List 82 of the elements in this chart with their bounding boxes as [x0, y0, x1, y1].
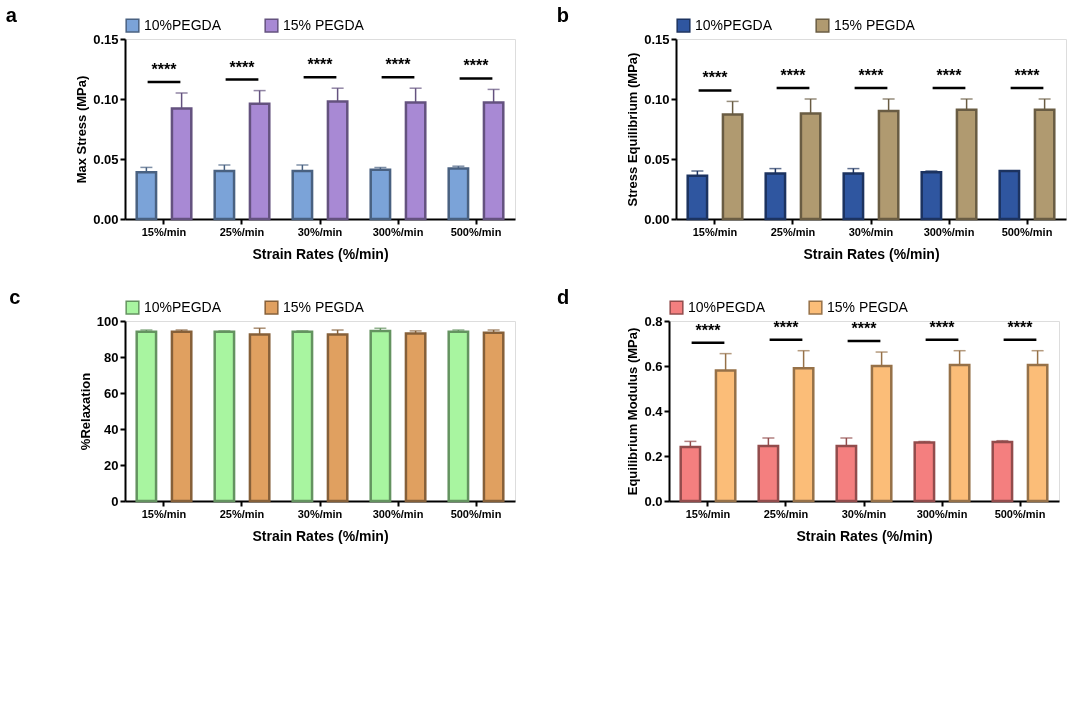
x-axis-title: Strain Rates (%/min) — [252, 245, 389, 262]
annotation: **** — [151, 61, 178, 78]
legend-label: 15% PEGDA — [283, 16, 365, 33]
x-tick-label: 500%/min — [994, 507, 1046, 520]
bar — [991, 440, 1014, 503]
annotation: **** — [702, 69, 729, 87]
annotation: **** — [463, 57, 490, 75]
annotation: **** — [307, 56, 334, 74]
x-tick-label: 30%/min — [848, 225, 894, 238]
x-tick-label: 300%/min — [923, 225, 975, 238]
x-tick-label: 15%/min — [692, 225, 738, 238]
legend-label: 10%PEGDA — [695, 16, 773, 33]
legend-label: 15% PEGDA — [834, 16, 916, 33]
annotation: **** — [936, 67, 963, 84]
bar — [369, 168, 392, 221]
annotation: **** — [851, 320, 878, 338]
x-tick-label: 30%/min — [297, 225, 343, 238]
annotation: **** — [385, 56, 412, 74]
chart-title: b — [556, 4, 569, 26]
y-tick-label: 20 — [104, 457, 119, 473]
x-tick-label: 30%/min — [841, 507, 887, 520]
x-tick-label: 300%/min — [372, 507, 424, 520]
legend-label: 15% PEGDA — [283, 298, 365, 315]
bar — [920, 170, 943, 221]
x-axis-title: Strain Rates (%/min) — [252, 527, 389, 544]
x-axis-title: Strain Rates (%/min) — [803, 245, 940, 262]
y-tick-label: 80 — [104, 349, 119, 365]
bar — [913, 441, 936, 503]
bar — [998, 169, 1021, 221]
bar — [447, 167, 470, 221]
y-axis-title: Equilibrium Modulus (MPa) — [625, 327, 641, 496]
legend-label: 10%PEGDA — [688, 298, 766, 315]
y-tick-label: 0.8 — [644, 313, 663, 329]
y-tick-label: 0.4 — [644, 403, 664, 419]
x-tick-label: 25%/min — [770, 225, 816, 238]
bar — [291, 169, 314, 221]
y-tick-label: 0.6 — [644, 358, 663, 374]
legend-label: 10%PEGDA — [144, 298, 222, 315]
bar — [213, 169, 236, 221]
y-tick-label: 0.2 — [644, 448, 663, 464]
x-tick-label: 30%/min — [297, 507, 343, 520]
legend-label: 10%PEGDA — [144, 16, 222, 33]
y-axis-title: Max Stress (MPa) — [74, 75, 90, 184]
y-tick-label: 0.15 — [644, 31, 670, 47]
y-tick-label: 0.10 — [93, 91, 119, 107]
annotation: **** — [773, 318, 800, 336]
annotation: **** — [695, 321, 722, 339]
y-tick-label: 0.05 — [644, 151, 670, 167]
x-tick-label: 25%/min — [763, 507, 809, 520]
y-tick-label: 0.0 — [644, 493, 663, 509]
x-tick-label: 500%/min — [450, 507, 502, 520]
y-tick-label: 0.15 — [93, 31, 119, 47]
x-tick-label: 25%/min — [219, 225, 265, 238]
annotation: **** — [929, 318, 956, 336]
annotation: **** — [858, 67, 885, 84]
y-tick-label: 0.00 — [93, 211, 119, 227]
x-tick-label: 15%/min — [141, 507, 187, 520]
y-axis-title: Stress Equilibrium (MPa) — [625, 52, 641, 207]
x-tick-label: 15%/min — [685, 507, 731, 520]
y-tick-label: 0.00 — [644, 211, 670, 227]
y-tick-label: 0 — [111, 493, 119, 509]
x-tick-label: 500%/min — [450, 225, 502, 238]
y-axis-title: %Relaxation — [77, 372, 93, 451]
x-tick-label: 300%/min — [372, 225, 424, 238]
annotation: **** — [229, 58, 256, 76]
chart-title: d — [556, 286, 570, 308]
x-tick-label: 15%/min — [141, 225, 187, 238]
y-tick-label: 0.05 — [93, 151, 119, 167]
chart-title: c — [9, 286, 21, 308]
y-tick-label: 0.10 — [644, 91, 670, 107]
y-tick-label: 100 — [96, 313, 119, 329]
y-tick-label: 60 — [104, 385, 119, 401]
chart-title: a — [5, 4, 18, 26]
annotation: **** — [780, 67, 807, 84]
x-tick-label: 500%/min — [1001, 225, 1053, 238]
annotation: **** — [1007, 318, 1034, 336]
x-axis-title: Strain Rates (%/min) — [796, 527, 933, 544]
x-tick-label: 25%/min — [219, 507, 265, 520]
x-tick-label: 300%/min — [916, 507, 968, 520]
legend-label: 15% PEGDA — [827, 298, 909, 315]
annotation: **** — [1014, 67, 1041, 84]
y-tick-label: 40 — [104, 421, 119, 437]
